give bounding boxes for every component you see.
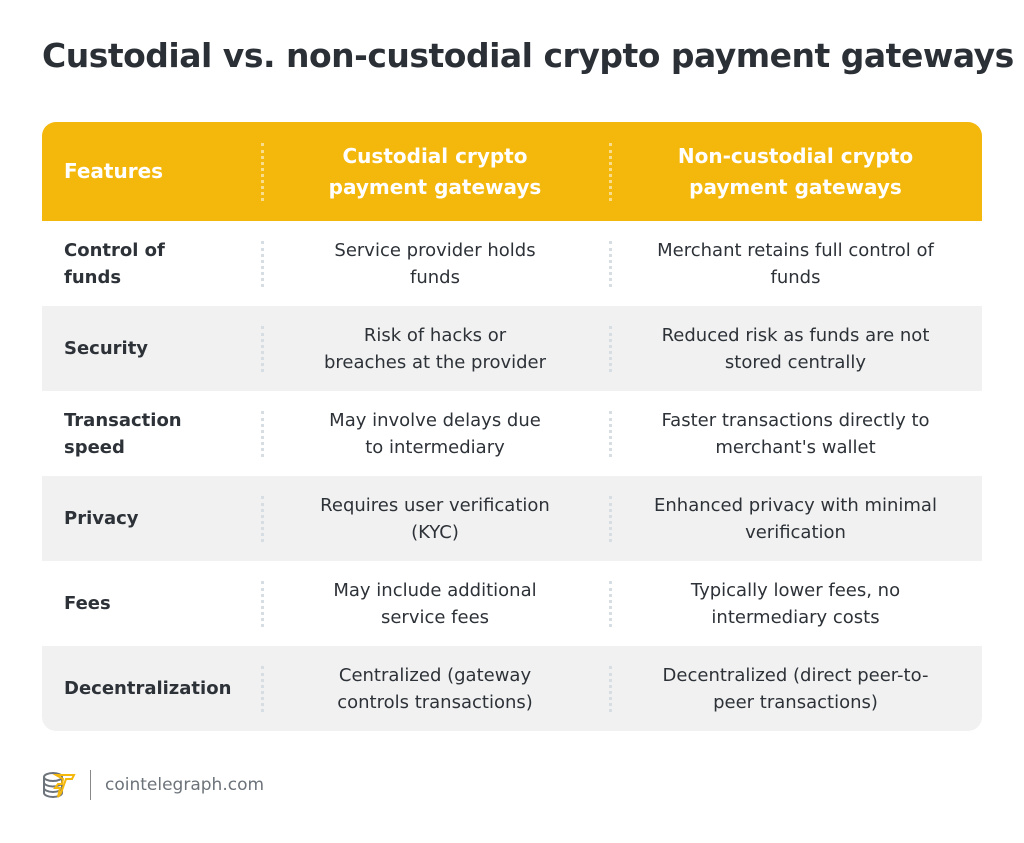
custodial-cell: May involve delays due to intermediary bbox=[261, 391, 609, 476]
footer-divider bbox=[90, 770, 91, 800]
non-custodial-cell: Reduced risk as funds are not stored cen… bbox=[609, 306, 982, 391]
feature-cell: Transaction speed bbox=[64, 409, 182, 458]
non-custodial-cell: Merchant retains full control of funds bbox=[609, 221, 982, 306]
feature-cell: Fees bbox=[64, 593, 111, 614]
table-row: Privacy Requires user verification (KYC) E… bbox=[42, 476, 982, 561]
footer-domain: cointelegraph.com bbox=[105, 775, 265, 795]
cointelegraph-logo-icon bbox=[43, 772, 76, 799]
comparison-table: Features Custodial crypto payment gatewa… bbox=[42, 122, 982, 731]
custodial-cell: Centralized (gateway controls transactio… bbox=[261, 646, 609, 731]
feature-cell: Control of funds bbox=[64, 239, 165, 288]
page-title: Custodial vs. non-custodial crypto payme… bbox=[42, 36, 1014, 75]
feature-cell: Decentralization bbox=[64, 678, 232, 699]
custodial-cell: May include additional service fees bbox=[261, 561, 609, 646]
table-header-row: Features Custodial crypto payment gatewa… bbox=[42, 122, 982, 221]
non-custodial-cell: Faster transactions directly to merchant… bbox=[609, 391, 982, 476]
header-non-custodial: Non-custodial crypto payment gateways bbox=[609, 122, 982, 221]
non-custodial-cell: Enhanced privacy with minimal verificati… bbox=[609, 476, 982, 561]
custodial-cell: Service provider holds funds bbox=[261, 221, 609, 306]
header-features: Features bbox=[64, 159, 164, 183]
table-row: Security Risk of hacks or breaches at the… bbox=[42, 306, 982, 391]
feature-cell: Security bbox=[64, 338, 149, 359]
table-row: Transaction speed May involve delays due … bbox=[42, 391, 982, 476]
table-row: Control of funds Service provider holds f… bbox=[42, 221, 982, 306]
non-custodial-cell: Typically lower fees, no intermediary co… bbox=[609, 561, 982, 646]
custodial-cell: Requires user verification (KYC) bbox=[261, 476, 609, 561]
table-row: Decentralization Centralized (gateway con… bbox=[42, 646, 982, 731]
feature-cell: Privacy bbox=[64, 508, 139, 529]
header-custodial: Custodial crypto payment gateways bbox=[261, 122, 609, 221]
footer: cointelegraph.com bbox=[42, 770, 264, 800]
custodial-cell: Risk of hacks or breaches at the provide… bbox=[261, 306, 609, 391]
table-row: Fees May include additional service fees T… bbox=[42, 561, 982, 646]
non-custodial-cell: Decentralized (direct peer-to-peer trans… bbox=[609, 646, 982, 731]
